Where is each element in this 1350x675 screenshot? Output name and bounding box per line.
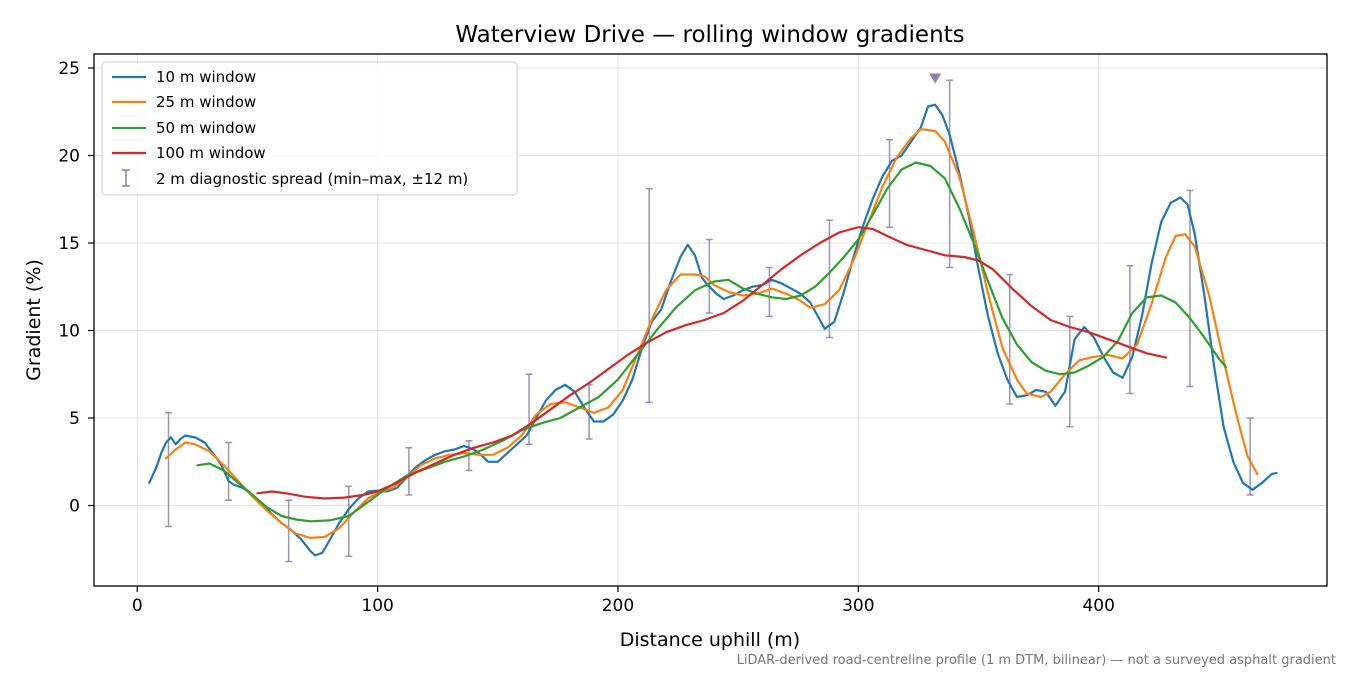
x-tick-label: 0 <box>132 596 143 616</box>
peak-marker <box>929 73 942 84</box>
legend-label-50m: 50 m window <box>156 119 256 137</box>
legend: 10 m window 25 m window 50 m window 100 … <box>101 61 518 196</box>
error-bar <box>886 139 894 228</box>
error-bar <box>825 219 833 339</box>
series-line-3 <box>256 226 1168 500</box>
y-tick-label: 5 <box>69 409 80 429</box>
error-bars <box>165 79 1254 563</box>
y-axis-label: Gradient (%) <box>23 259 45 381</box>
error-bar <box>1186 189 1194 388</box>
x-axis-label: Distance uphill (m) <box>620 629 800 651</box>
peak-marker-group <box>929 73 942 84</box>
y-tick-label: 15 <box>58 234 80 254</box>
legend-swatch-errorbar <box>122 169 130 187</box>
series-line-0 <box>148 103 1278 557</box>
series-line-1 <box>165 128 1259 539</box>
legend-label-errorbar: 2 m diagnostic spread (min–max, ±12 m) <box>156 170 468 188</box>
legend-box <box>101 61 518 196</box>
error-bar <box>285 499 293 563</box>
x-tick-label: 200 <box>602 596 634 616</box>
x-tick-label: 300 <box>842 596 874 616</box>
error-bar <box>405 447 413 496</box>
y-tick-label: 0 <box>69 497 80 517</box>
y-tick-label: 20 <box>58 147 80 167</box>
error-bar <box>1126 265 1134 395</box>
error-bar <box>705 238 713 314</box>
x-tick-label: 100 <box>361 596 393 616</box>
y-tick-label: 25 <box>58 59 80 79</box>
series-lines <box>148 103 1278 557</box>
error-bar <box>645 188 653 403</box>
legend-label-25m: 25 m window <box>156 93 256 111</box>
footnote: LiDAR-derived road-centreline profile (1… <box>737 653 1336 668</box>
axis-ticks: 0 100 200 300 400 0 5 10 15 20 25 <box>58 59 1115 616</box>
y-tick-label: 10 <box>58 322 80 342</box>
legend-label-10m: 10 m window <box>156 68 256 86</box>
error-bar <box>765 266 773 318</box>
error-bar <box>1066 315 1074 428</box>
series-line-2 <box>196 161 1228 523</box>
plot-frame <box>93 53 1328 587</box>
error-bar <box>946 79 954 269</box>
chart-title: Waterview Drive — rolling window gradien… <box>455 22 964 48</box>
error-bar <box>165 412 173 528</box>
legend-label-100m: 100 m window <box>156 144 266 162</box>
x-tick-label: 400 <box>1082 596 1114 616</box>
error-bar <box>1246 417 1254 496</box>
